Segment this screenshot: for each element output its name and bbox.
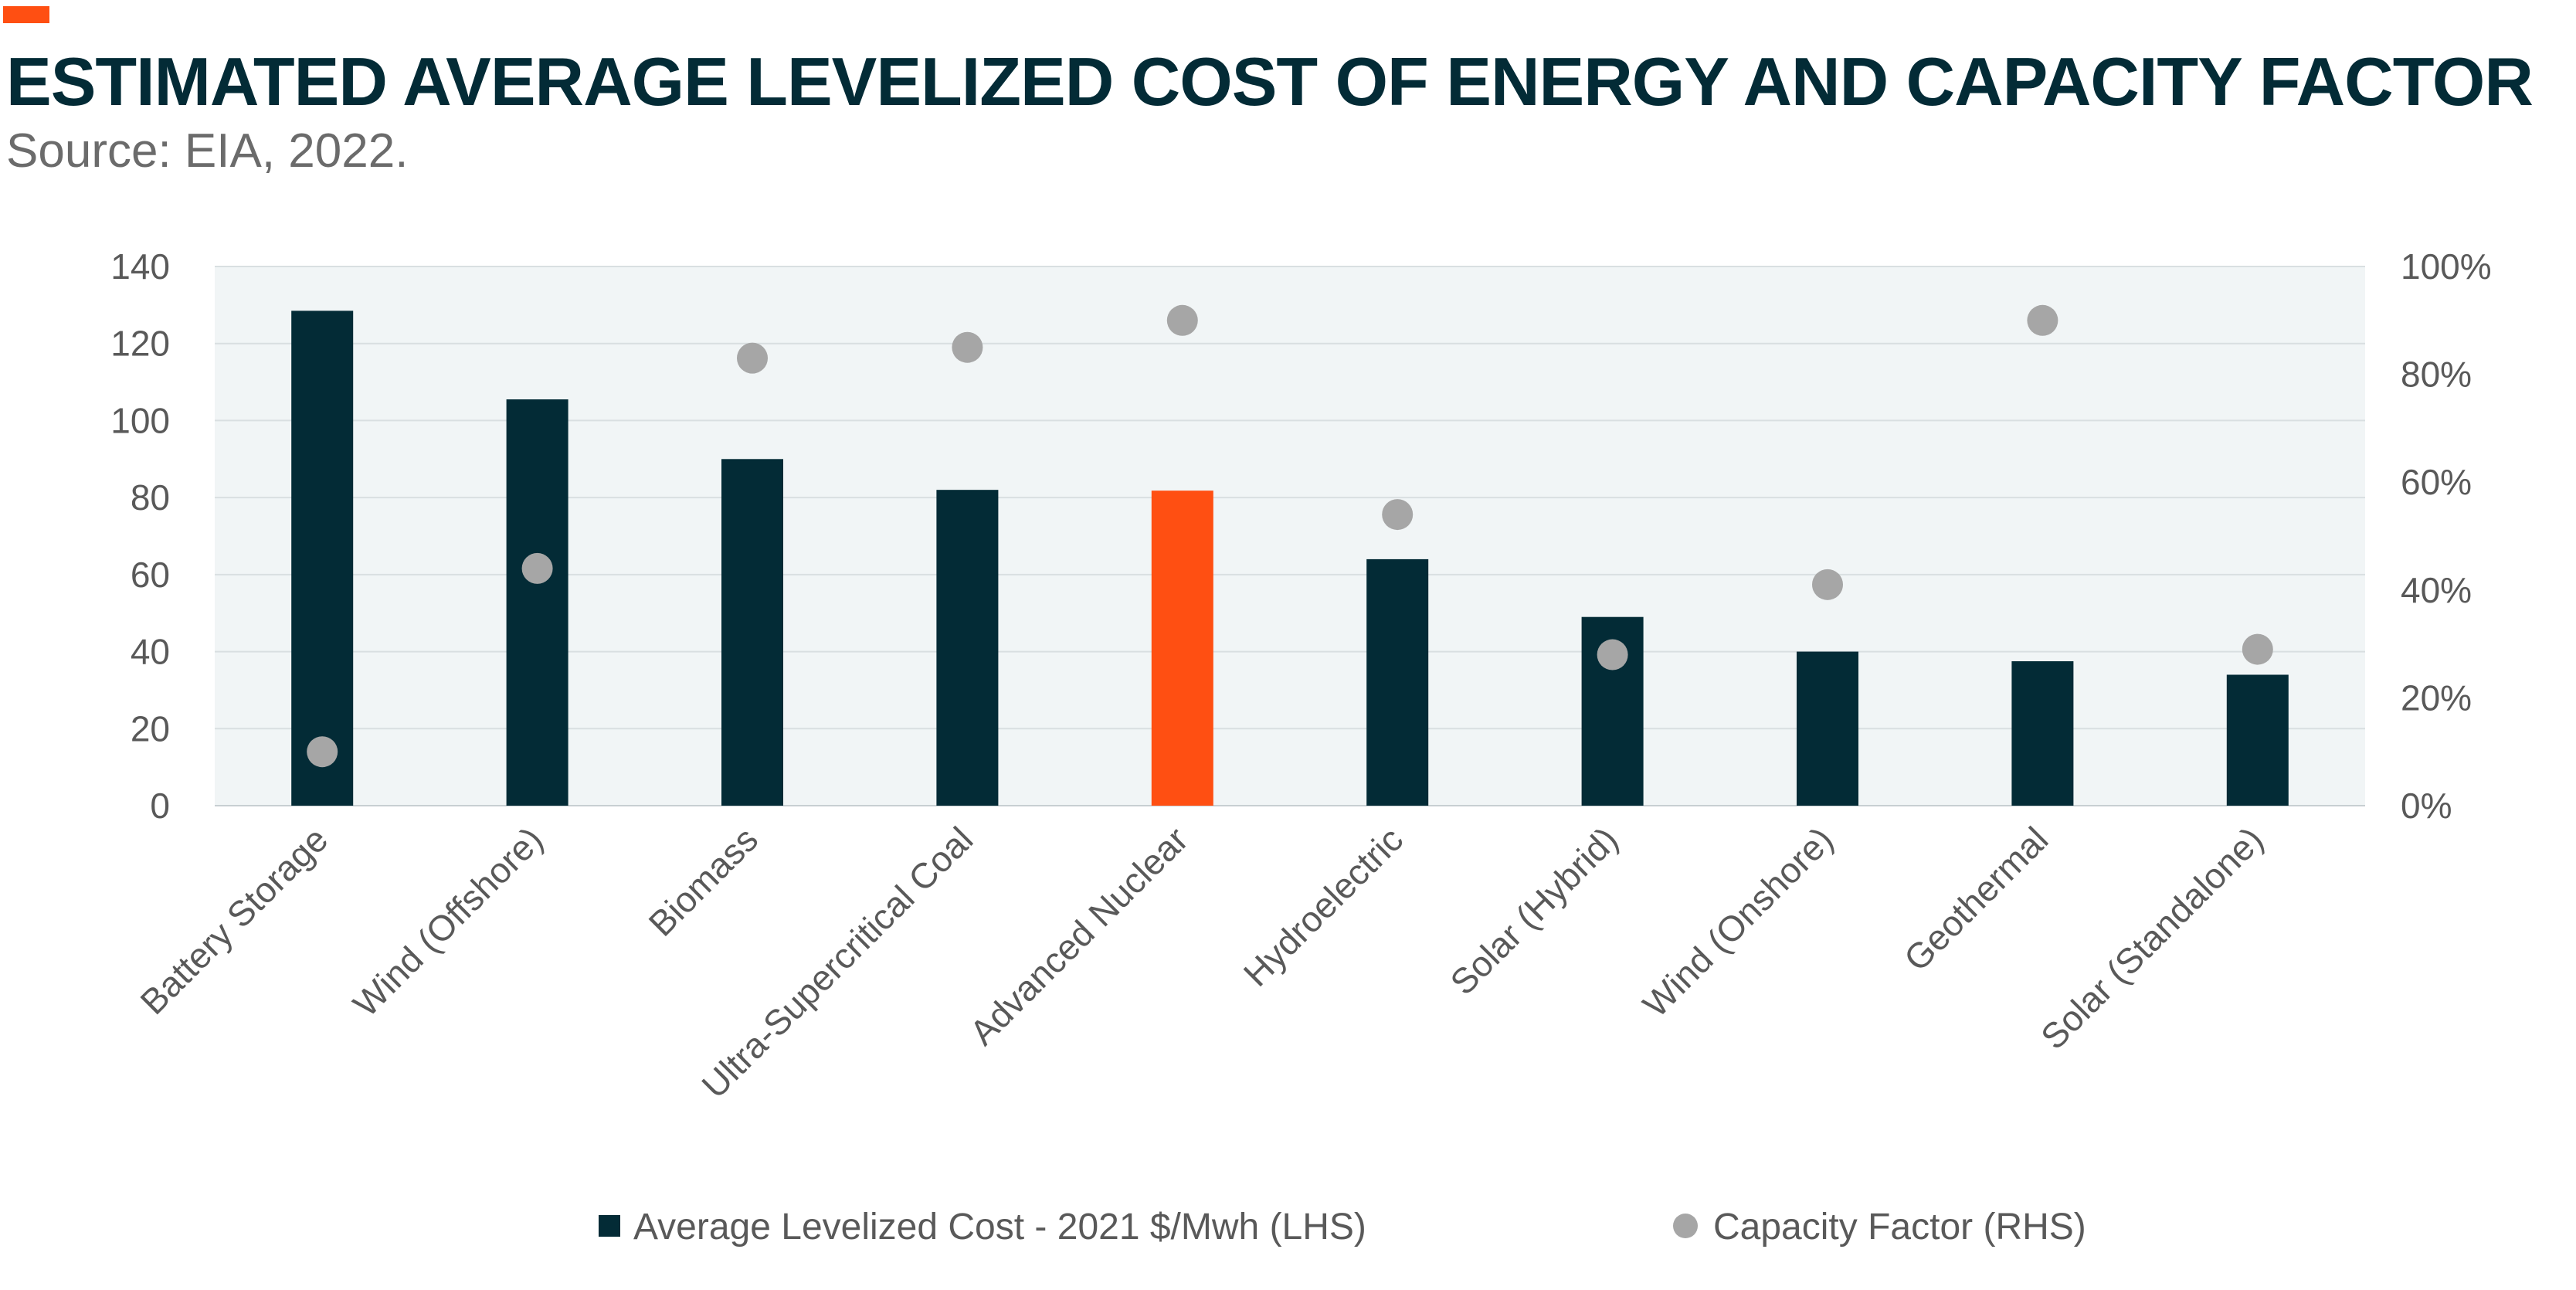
capacity-dot xyxy=(1597,639,1628,670)
left-tick-label: 140 xyxy=(110,246,170,287)
bar xyxy=(1797,651,1858,806)
left-tick-label: 20 xyxy=(131,708,170,749)
right-tick-label: 40% xyxy=(2401,570,2472,610)
bar xyxy=(1151,491,1213,806)
bar xyxy=(721,459,783,806)
legend-label-cost: Average Levelized Cost - 2021 $/Mwh (LHS… xyxy=(633,1207,1366,1248)
chart-source: Source: EIA, 2022. xyxy=(6,124,409,178)
right-axis-ticks: 0% 20% 40% 60% 80% 100% xyxy=(2401,246,2492,826)
capacity-dot xyxy=(307,736,338,768)
accent-bar xyxy=(3,6,49,23)
legend: Average Levelized Cost - 2021 $/Mwh (LHS… xyxy=(599,1207,2086,1248)
left-tick-label: 0 xyxy=(150,786,170,826)
capacity-dot xyxy=(952,331,983,363)
bar xyxy=(291,311,354,806)
capacity-dot xyxy=(2027,304,2058,336)
left-tick-label: 120 xyxy=(110,324,170,364)
right-tick-label: 80% xyxy=(2401,355,2472,395)
right-tick-label: 20% xyxy=(2401,677,2472,718)
right-tick-label: 100% xyxy=(2401,246,2492,287)
capacity-dot xyxy=(1166,304,1198,336)
category-label: Battery Storage xyxy=(132,819,335,1022)
capacity-dot xyxy=(1382,499,1414,531)
capacity-series xyxy=(307,304,2273,768)
category-label: Biomass xyxy=(641,819,765,943)
left-tick-label: 100 xyxy=(110,400,170,440)
category-label: Wind (Offshore) xyxy=(345,819,551,1024)
legend-swatch-cost xyxy=(599,1215,620,1237)
left-tick-label: 60 xyxy=(131,555,170,595)
left-axis-ticks: 0 20 40 60 80 100 120 140 xyxy=(110,246,170,826)
bar xyxy=(506,399,568,806)
capacity-dot xyxy=(737,342,768,374)
category-label: Hydroelectric xyxy=(1236,819,1411,994)
left-tick-label: 40 xyxy=(131,632,170,672)
category-labels: Battery Storage Wind (Offshore) BiomassUlt… xyxy=(132,819,2270,1105)
legend-label-capacity: Capacity Factor (RHS) xyxy=(1713,1207,2086,1248)
chart-title: ESTIMATED AVERAGE LEVELIZED COST OF ENER… xyxy=(6,43,2534,120)
gridlines xyxy=(215,266,2365,806)
bar xyxy=(1366,558,1429,806)
left-tick-label: 80 xyxy=(131,477,170,518)
category-label: Advanced Nuclear xyxy=(962,819,1196,1053)
plot-background xyxy=(215,266,2365,806)
bar xyxy=(936,490,999,806)
right-tick-label: 0% xyxy=(2401,786,2452,826)
right-tick-label: 60% xyxy=(2401,462,2472,502)
category-label: Solar (Hybrid) xyxy=(1442,819,1625,1002)
category-label: Geothermal xyxy=(1896,819,2056,979)
capacity-dot xyxy=(1812,569,1843,600)
category-label: Wind (Onshore) xyxy=(1635,819,1841,1024)
capacity-dot xyxy=(2242,633,2273,665)
capacity-dot xyxy=(521,552,553,584)
legend-swatch-capacity xyxy=(1673,1214,1698,1238)
bar xyxy=(2226,674,2289,806)
category-label: Solar (Standalone) xyxy=(2033,819,2271,1057)
bar xyxy=(2011,661,2074,806)
